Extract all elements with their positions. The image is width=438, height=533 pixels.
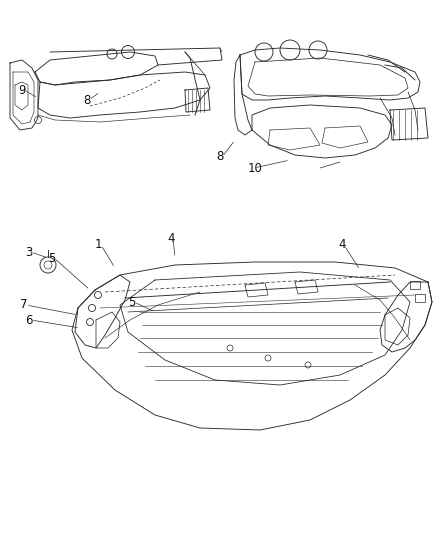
Bar: [415, 294, 425, 302]
Text: 5: 5: [48, 252, 55, 264]
Text: 8: 8: [216, 150, 223, 164]
Text: 7: 7: [20, 298, 28, 311]
Text: 8: 8: [83, 93, 90, 107]
Text: 3: 3: [25, 246, 32, 259]
Text: 5: 5: [128, 295, 135, 309]
Bar: [410, 281, 420, 289]
Text: 4: 4: [338, 238, 346, 252]
Text: 4: 4: [167, 231, 174, 245]
Text: 6: 6: [25, 313, 32, 327]
Text: 10: 10: [248, 161, 263, 174]
Text: 1: 1: [95, 238, 102, 252]
Text: 9: 9: [18, 84, 25, 96]
